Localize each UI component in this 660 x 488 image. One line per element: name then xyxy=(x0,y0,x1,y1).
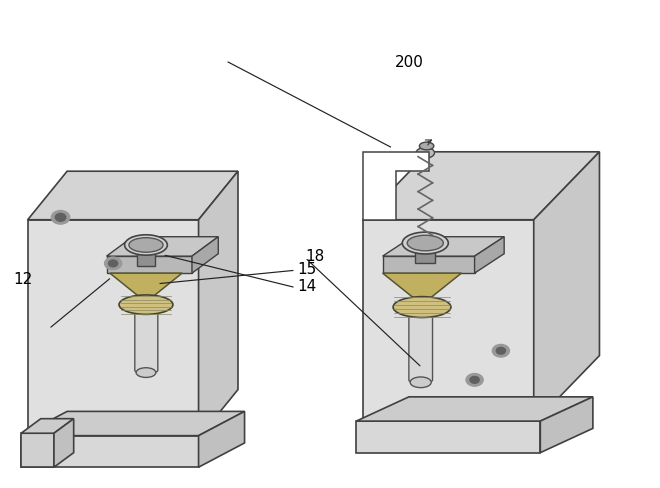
Polygon shape xyxy=(363,152,428,220)
Bar xyxy=(137,239,155,266)
Ellipse shape xyxy=(125,235,168,255)
Circle shape xyxy=(104,257,121,270)
Circle shape xyxy=(137,243,154,255)
Ellipse shape xyxy=(403,232,448,254)
Polygon shape xyxy=(28,220,199,438)
Polygon shape xyxy=(192,237,218,273)
Polygon shape xyxy=(199,171,238,438)
Text: 18: 18 xyxy=(306,249,325,264)
Circle shape xyxy=(470,376,479,383)
Text: 200: 200 xyxy=(395,55,423,70)
Polygon shape xyxy=(28,171,238,220)
Circle shape xyxy=(492,345,510,357)
Ellipse shape xyxy=(119,295,173,314)
Circle shape xyxy=(496,347,506,354)
Text: 12: 12 xyxy=(13,272,32,287)
Polygon shape xyxy=(199,411,245,467)
Circle shape xyxy=(55,213,66,221)
Ellipse shape xyxy=(410,377,431,387)
Polygon shape xyxy=(363,152,599,220)
Polygon shape xyxy=(54,419,74,467)
Polygon shape xyxy=(356,421,541,453)
Ellipse shape xyxy=(136,368,156,377)
Polygon shape xyxy=(534,152,599,424)
FancyBboxPatch shape xyxy=(409,316,432,382)
Polygon shape xyxy=(363,220,534,424)
Circle shape xyxy=(141,245,150,252)
Circle shape xyxy=(466,373,483,386)
Circle shape xyxy=(51,210,70,224)
Text: 14: 14 xyxy=(297,279,316,294)
Polygon shape xyxy=(21,436,199,467)
FancyBboxPatch shape xyxy=(135,310,158,372)
Polygon shape xyxy=(21,433,54,467)
Polygon shape xyxy=(383,237,504,256)
Polygon shape xyxy=(110,273,182,302)
Ellipse shape xyxy=(129,238,163,252)
Polygon shape xyxy=(475,237,504,273)
Polygon shape xyxy=(21,419,74,433)
Polygon shape xyxy=(21,411,245,436)
Polygon shape xyxy=(356,397,593,421)
Polygon shape xyxy=(106,237,218,256)
Polygon shape xyxy=(383,256,475,273)
Ellipse shape xyxy=(393,297,451,318)
Ellipse shape xyxy=(416,147,434,158)
Bar xyxy=(415,234,435,264)
Ellipse shape xyxy=(419,142,434,150)
Polygon shape xyxy=(541,397,593,453)
Text: 15: 15 xyxy=(297,262,316,277)
Polygon shape xyxy=(106,256,192,273)
Ellipse shape xyxy=(407,235,444,251)
Circle shape xyxy=(108,260,117,267)
Polygon shape xyxy=(383,273,461,305)
